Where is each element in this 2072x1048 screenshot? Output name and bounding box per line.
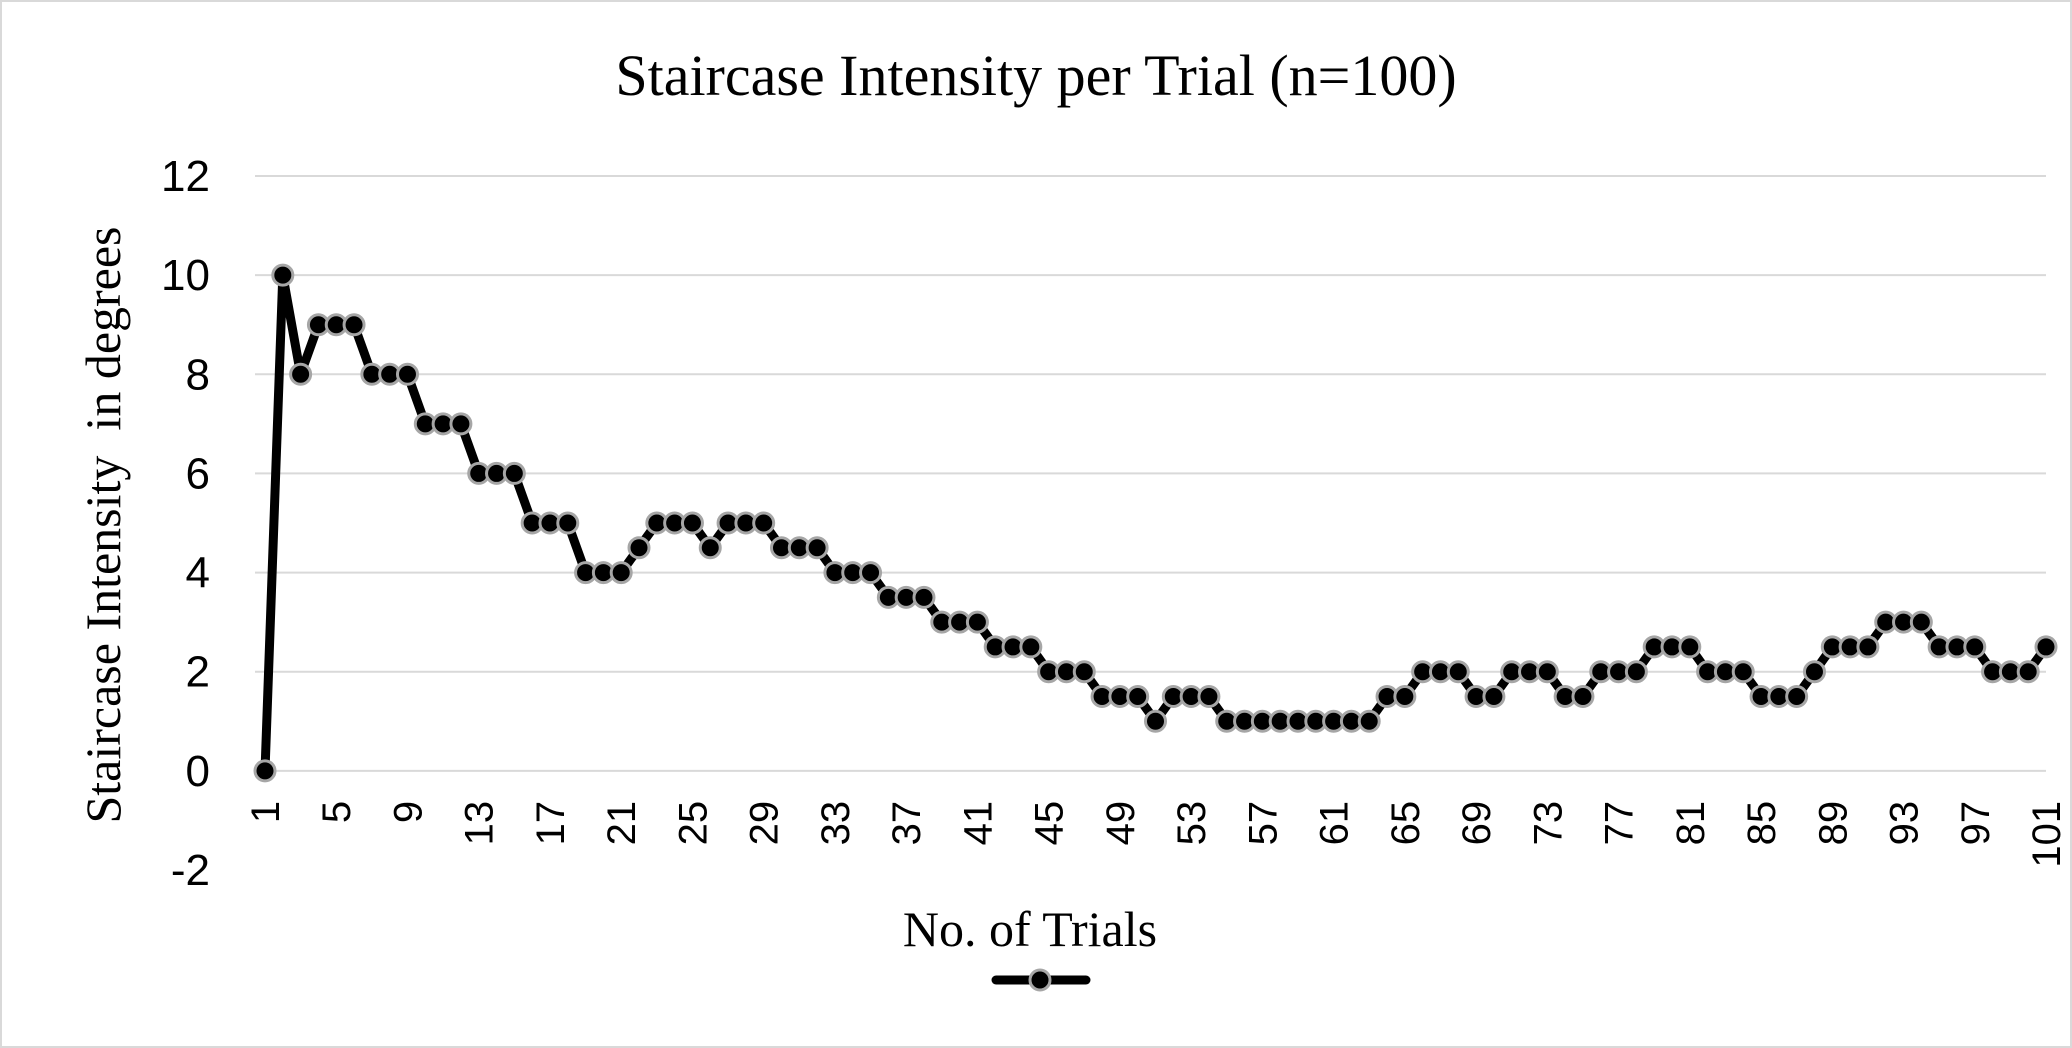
x-tick-label: 73 bbox=[1526, 801, 1570, 846]
data-point bbox=[912, 585, 936, 609]
y-tick-label: 8 bbox=[186, 350, 210, 399]
data-point bbox=[1393, 685, 1417, 708]
data-point bbox=[1197, 685, 1221, 708]
y-tick-label: 6 bbox=[186, 449, 210, 498]
x-tick-label: 97 bbox=[1954, 801, 1998, 846]
x-tick-label: 1 bbox=[244, 801, 288, 823]
x-tick-label: 37 bbox=[885, 801, 929, 846]
data-point bbox=[1909, 610, 1933, 634]
x-tick-label: 9 bbox=[386, 801, 430, 823]
data-point bbox=[1357, 709, 1381, 733]
legend bbox=[991, 968, 1091, 992]
data-point bbox=[1963, 635, 1987, 659]
data-point bbox=[1446, 660, 1470, 684]
data-point bbox=[556, 511, 580, 535]
data-point bbox=[271, 263, 295, 287]
data-point bbox=[253, 759, 277, 783]
data-point bbox=[1802, 660, 1826, 684]
data-point bbox=[1678, 635, 1702, 659]
y-tick-label: -2 bbox=[171, 846, 210, 895]
data-point bbox=[1856, 635, 1880, 659]
x-tick-label: 89 bbox=[1811, 801, 1855, 846]
series-group bbox=[253, 263, 2058, 783]
data-point bbox=[1731, 660, 1755, 684]
data-point bbox=[449, 412, 473, 436]
x-tick-label: 45 bbox=[1028, 801, 1072, 846]
data-point bbox=[1535, 660, 1559, 684]
data-point bbox=[680, 511, 704, 535]
data-point bbox=[502, 461, 526, 485]
x-tick-label: 5 bbox=[315, 801, 359, 823]
x-tick-label: 41 bbox=[956, 801, 1000, 846]
y-tick-label: 0 bbox=[186, 747, 210, 796]
data-point bbox=[627, 536, 651, 560]
x-tick-label: 57 bbox=[1241, 801, 1285, 846]
x-tick-label: 69 bbox=[1455, 801, 1499, 846]
data-point bbox=[2016, 660, 2040, 684]
y-tick-label: 4 bbox=[186, 549, 210, 598]
data-point bbox=[1144, 709, 1167, 733]
x-tick-label: 81 bbox=[1669, 801, 1713, 846]
x-tick-label: 61 bbox=[1313, 801, 1357, 846]
data-point bbox=[698, 536, 722, 560]
x-tick-label: 13 bbox=[458, 801, 502, 846]
x-tick-label: 77 bbox=[1598, 801, 1642, 846]
data-point bbox=[2034, 635, 2058, 659]
x-tick-labels: 1 5 9 13 17 21 25 29 33 37 41 45 49 53 57 61 65 69 73 77 81 8… bbox=[244, 801, 2069, 868]
data-point bbox=[342, 313, 366, 337]
x-tick-label: 101 bbox=[2025, 801, 2069, 868]
x-tick-label: 65 bbox=[1384, 801, 1428, 846]
x-tick-label: 85 bbox=[1740, 801, 1784, 846]
y-tick-label: 10 bbox=[161, 251, 210, 300]
y-axis-title: Staircase Intensity in degrees bbox=[75, 226, 131, 823]
data-point bbox=[1072, 660, 1096, 684]
data-point bbox=[1785, 685, 1809, 708]
x-tick-label: 25 bbox=[671, 801, 715, 846]
data-point bbox=[1126, 685, 1150, 708]
data-point bbox=[805, 536, 829, 560]
x-tick-label: 29 bbox=[743, 801, 787, 846]
x-tick-label: 93 bbox=[1883, 801, 1927, 846]
x-tick-label: 53 bbox=[1170, 801, 1214, 846]
x-tick-label: 33 bbox=[814, 801, 858, 846]
data-point bbox=[859, 561, 883, 585]
data-point bbox=[395, 362, 419, 386]
y-tick-labels: -2 0 2 4 6 8 10 12 bbox=[161, 152, 210, 895]
data-point bbox=[1624, 660, 1648, 684]
data-point bbox=[1019, 635, 1043, 659]
x-tick-label: 49 bbox=[1099, 801, 1143, 846]
x-tick-label: 21 bbox=[600, 801, 644, 846]
data-point bbox=[1482, 685, 1506, 708]
data-point bbox=[609, 561, 633, 585]
data-point bbox=[752, 511, 776, 535]
chart-title: Staircase Intensity per Trial (n=100) bbox=[615, 43, 1456, 108]
x-tick-label: 17 bbox=[529, 801, 573, 846]
y-tick-label: 2 bbox=[186, 648, 210, 697]
x-axis-title: No. of Trials bbox=[903, 901, 1157, 957]
data-point bbox=[1571, 685, 1595, 708]
data-point bbox=[289, 362, 313, 386]
legend-marker-swatch bbox=[1028, 968, 1052, 992]
data-point bbox=[965, 610, 989, 634]
y-tick-label: 12 bbox=[161, 152, 210, 201]
